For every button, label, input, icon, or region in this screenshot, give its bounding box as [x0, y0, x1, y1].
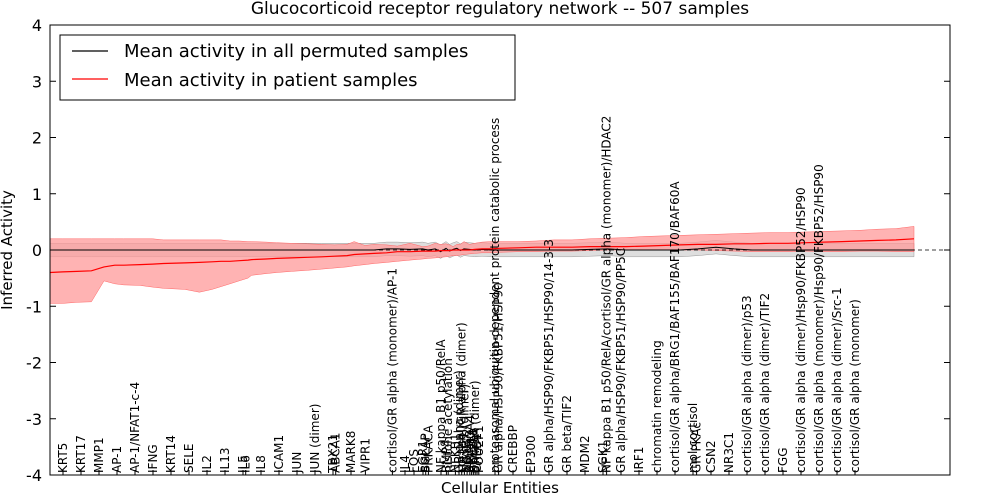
x-tick-label: cortisol/GR alpha (dimer) [455, 322, 469, 473]
series-line-permuted [50, 246, 914, 253]
x-tick-label: JUN [290, 452, 304, 474]
x-tick-label: cortisol/GR alpha (dimer)/Src-1 [830, 287, 844, 473]
x-tick-label: IL4 [398, 455, 412, 473]
x-axis: KRT5 KRT17 MMP1 AP-1 AP-1/NFAT1-c-4 IFNG KRT14… [56, 116, 862, 475]
x-tick-label: NFKB1 [448, 433, 462, 473]
y-tick-label: -1 [26, 297, 42, 316]
y-tick-label: 4 [32, 16, 42, 35]
x-tick-label: IL6 [239, 455, 253, 473]
x-tick-label: ICAM1 [272, 435, 286, 473]
x-tick-label: IL2 [200, 455, 214, 473]
y-axis: -4 -3 -2 -1 0 1 2 3 4 [26, 16, 950, 485]
x-tick-label: ARID1A [465, 427, 479, 473]
x-tick-label: SELE [182, 444, 196, 473]
x-tick-label: cortisol/GR alpha (monomer)/AP-1 [385, 268, 399, 473]
x-tick-label: GR alpha/HSP90/FKBP51/HSP90 [492, 282, 506, 473]
y-tick-label: -3 [26, 410, 42, 429]
x-tick-label: cortisol/GR alpha/BRG1/BAF155/BAF170/BAF… [668, 181, 682, 473]
x-tick-label: GR alpha/HSP90/FKBP51/HSP90/PP5C [614, 248, 628, 473]
x-tick-label: FOS [407, 449, 421, 473]
y-tick-label: -4 [26, 466, 42, 485]
x-tick-label: TBX21 [326, 434, 340, 474]
x-tick-label: STAT5A (dimer) [468, 380, 482, 473]
plot-frame [49, 24, 951, 476]
x-tick-label: KRT5 [56, 443, 70, 473]
x-tick-label: IL13 [218, 448, 232, 474]
x-tick-label: NF kappa B1 p50/RelA [434, 339, 448, 473]
x-axis-label: Cellular Entities [441, 479, 559, 497]
x-tick-label: NR3C1 (dimer) [457, 384, 471, 473]
x-tick-label: CREB1 [470, 433, 484, 473]
x-tick-label: EP300 [524, 435, 538, 473]
y-tick-label: 1 [32, 185, 42, 204]
x-tick-label: GR PKAc [690, 422, 704, 473]
x-tick-label: JUN (dimer) [308, 404, 322, 474]
x-tick-label: chromatin remodeling [650, 340, 664, 473]
x-tick-label: IFNG [146, 444, 160, 473]
x-tick-label: NF kappa B1 p50/RelA/cortisol/GR alpha (… [600, 116, 614, 473]
x-tick-label: AP-1 [110, 446, 124, 473]
x-tick-label: cortisol/GR alpha (dimer)/Hsp90/FKBP52/H… [794, 187, 808, 473]
x-tick-label: GR alpha (dimer) [452, 370, 466, 473]
x-tick-label: KRT14 [164, 435, 178, 473]
x-tick-label: CREBBP [506, 425, 520, 473]
series-lines [49, 238, 915, 274]
x-tick-label: cortisol/GR alpha (dimer)/TIF2 [758, 293, 772, 473]
y-axis-label: Inferred Activity [0, 190, 16, 310]
x-tick-label: cortisol/GR alpha (dimer)/p53 [740, 295, 754, 473]
x-tick-label: MDM2 [578, 435, 592, 473]
x-tick-label: PRKACA [421, 424, 435, 473]
x-tick-label: AP-1/NFAT1-c-4 [128, 382, 142, 473]
legend-box [59, 34, 516, 101]
x-tick-label: GR alpha/HSP90/FKBP51/HSP90/14-3-3 [542, 239, 556, 473]
chart-title: Glucocorticoid receptor regulatory netwo… [251, 0, 749, 19]
x-tick-label: FGG [776, 448, 790, 474]
x-tick-label: BCL2L1 [466, 428, 480, 473]
x-tick-label: EGR1 [416, 440, 430, 473]
x-tick-label: NFATC2 [460, 428, 474, 473]
x-tick-label: IL5 [236, 455, 250, 473]
x-tick-label: IRF1 [632, 447, 646, 473]
x-tick-label: mol:cortisol [686, 403, 700, 473]
legend-label-patient: Mean activity in patient samples [124, 70, 418, 91]
x-tick-label: POU2F1 [472, 425, 486, 473]
x-tick-label: SMARCA4 [463, 415, 477, 473]
x-tick-label: GR beta/TIF2 [560, 395, 574, 473]
x-tick-label: BGLAP [419, 433, 433, 473]
y-tick-label: -2 [26, 354, 42, 373]
legend-label-permuted: Mean activity in all permuted samples [124, 41, 468, 62]
legend: Mean activity in all permuted samples Me… [59, 34, 516, 101]
x-tick-label: cortisol/GR alpha (monomer) [848, 299, 862, 473]
x-tick-label: BMP4 [439, 440, 453, 473]
x-tick-label: ABCA1 [329, 433, 343, 473]
x-tick-label: NR3C1 [722, 432, 736, 473]
x-tick-label: MMP1 [92, 437, 106, 473]
x-tick-label: proteasomal ubiquitin-dependent protein … [488, 118, 502, 473]
y-tick-label: 0 [32, 241, 42, 260]
x-tick-label: SGK1 [596, 441, 610, 473]
x-tick-label: IL8 [254, 455, 268, 473]
series-line-patient [49, 238, 915, 274]
x-tick-label: MARK8 [344, 431, 358, 473]
y-tick-label: 2 [32, 129, 42, 148]
patient-band [49, 226, 915, 304]
x-tick-label: KRT17 [74, 435, 88, 473]
x-tick-label: cortisol/GR alpha (monomer)/Hsp90/FKBP52… [812, 164, 826, 473]
x-tick-label: histone acetylation [441, 358, 455, 473]
y-tick-label: 3 [32, 72, 42, 91]
x-tick-label: CSN2 [704, 440, 718, 473]
x-tick-label: VIPR1 [358, 438, 372, 473]
